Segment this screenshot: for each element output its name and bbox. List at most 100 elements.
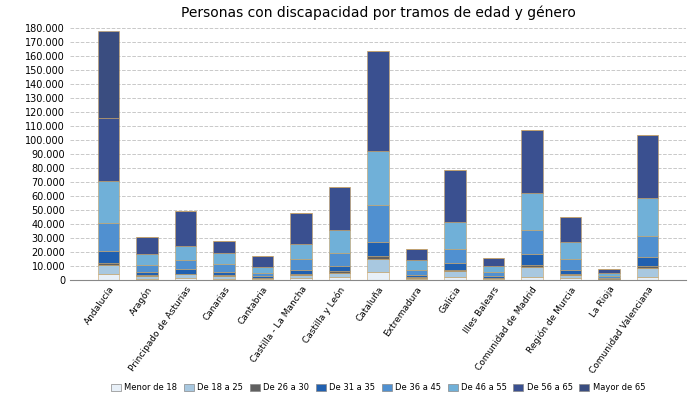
Bar bbox=[368, 256, 388, 259]
Title: Personas con discapacidad por tramos de edad y género: Personas con discapacidad por tramos de … bbox=[181, 5, 575, 20]
Bar bbox=[560, 242, 581, 258]
Bar bbox=[98, 181, 119, 222]
Bar bbox=[522, 267, 542, 276]
Bar bbox=[98, 222, 119, 250]
Bar bbox=[637, 276, 658, 280]
Bar bbox=[175, 210, 196, 246]
Bar bbox=[136, 237, 158, 254]
Bar bbox=[368, 51, 388, 152]
Bar bbox=[175, 274, 196, 278]
Bar bbox=[368, 259, 388, 272]
Bar bbox=[136, 265, 158, 272]
Bar bbox=[444, 271, 466, 277]
Bar bbox=[214, 279, 235, 280]
Bar bbox=[368, 152, 388, 205]
Bar bbox=[329, 266, 350, 272]
Bar bbox=[522, 254, 542, 265]
Bar bbox=[98, 118, 119, 181]
Legend: Menor de 18, De 18 a 25, De 26 a 30, De 31 a 35, De 36 a 45, De 46 a 55, De 56 a: Menor de 18, De 18 a 25, De 26 a 30, De … bbox=[107, 380, 649, 396]
Bar bbox=[214, 276, 235, 279]
Bar bbox=[290, 275, 312, 278]
Bar bbox=[98, 274, 119, 280]
Bar bbox=[98, 250, 119, 263]
Bar bbox=[598, 279, 620, 280]
Bar bbox=[136, 276, 158, 279]
Bar bbox=[483, 258, 504, 266]
Bar bbox=[444, 277, 466, 280]
Bar bbox=[406, 249, 427, 260]
Bar bbox=[560, 274, 581, 275]
Bar bbox=[329, 278, 350, 280]
Bar bbox=[136, 275, 158, 276]
Bar bbox=[136, 272, 158, 275]
Bar bbox=[252, 256, 273, 267]
Bar bbox=[444, 222, 466, 249]
Bar bbox=[368, 272, 388, 280]
Bar bbox=[637, 257, 658, 266]
Bar bbox=[598, 276, 620, 278]
Bar bbox=[637, 236, 658, 257]
Bar bbox=[290, 274, 312, 275]
Bar bbox=[368, 205, 388, 242]
Bar bbox=[483, 276, 504, 278]
Bar bbox=[214, 241, 235, 253]
Bar bbox=[329, 230, 350, 252]
Bar bbox=[522, 276, 542, 280]
Bar bbox=[522, 265, 542, 267]
Bar bbox=[483, 266, 504, 272]
Bar bbox=[560, 258, 581, 270]
Bar bbox=[637, 268, 658, 276]
Bar bbox=[175, 260, 196, 269]
Bar bbox=[406, 270, 427, 275]
Bar bbox=[444, 249, 466, 263]
Bar bbox=[560, 216, 581, 242]
Bar bbox=[98, 263, 119, 265]
Bar bbox=[329, 252, 350, 266]
Bar bbox=[329, 187, 350, 230]
Bar bbox=[406, 278, 427, 279]
Bar bbox=[214, 264, 235, 272]
Bar bbox=[290, 259, 312, 270]
Bar bbox=[290, 213, 312, 244]
Bar bbox=[522, 230, 542, 254]
Bar bbox=[214, 272, 235, 275]
Bar bbox=[98, 265, 119, 274]
Bar bbox=[368, 242, 388, 256]
Bar bbox=[252, 272, 273, 276]
Bar bbox=[560, 278, 581, 280]
Bar bbox=[522, 192, 542, 230]
Bar bbox=[290, 278, 312, 280]
Bar bbox=[252, 278, 273, 280]
Bar bbox=[483, 272, 504, 276]
Bar bbox=[637, 266, 658, 268]
Bar bbox=[560, 270, 581, 274]
Bar bbox=[290, 244, 312, 259]
Bar bbox=[406, 279, 427, 280]
Bar bbox=[637, 135, 658, 198]
Bar bbox=[98, 31, 119, 118]
Bar bbox=[175, 269, 196, 274]
Bar bbox=[214, 253, 235, 264]
Bar bbox=[444, 263, 466, 270]
Bar bbox=[444, 270, 466, 271]
Bar bbox=[175, 246, 196, 260]
Bar bbox=[136, 279, 158, 280]
Bar bbox=[598, 268, 620, 274]
Bar bbox=[252, 267, 273, 272]
Bar bbox=[406, 277, 427, 278]
Bar bbox=[406, 275, 427, 277]
Bar bbox=[214, 275, 235, 276]
Bar bbox=[329, 272, 350, 278]
Bar bbox=[522, 130, 542, 192]
Bar bbox=[175, 278, 196, 280]
Bar bbox=[598, 274, 620, 276]
Bar bbox=[483, 278, 504, 280]
Bar bbox=[637, 198, 658, 236]
Bar bbox=[444, 170, 466, 222]
Bar bbox=[598, 278, 620, 279]
Bar bbox=[290, 270, 312, 274]
Bar bbox=[136, 254, 158, 265]
Bar bbox=[406, 260, 427, 270]
Bar bbox=[252, 276, 273, 278]
Bar bbox=[560, 275, 581, 278]
